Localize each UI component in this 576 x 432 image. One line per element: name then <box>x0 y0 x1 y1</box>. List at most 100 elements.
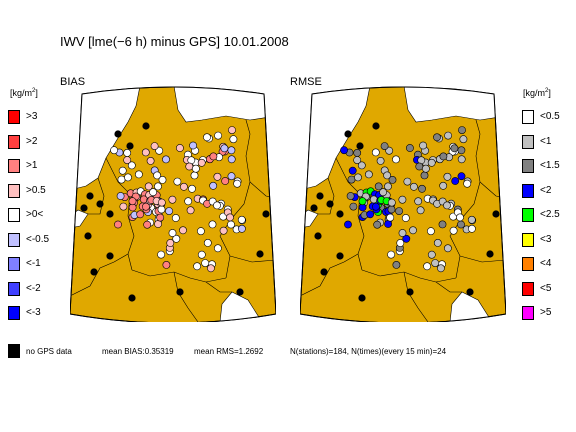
station-marker <box>188 184 196 193</box>
no-gps-marker <box>336 210 344 218</box>
station-marker <box>348 166 357 175</box>
station-marker <box>124 173 132 182</box>
station-marker <box>398 229 407 237</box>
station-marker <box>414 197 423 206</box>
station-marker <box>380 142 389 150</box>
station-marker <box>154 182 162 191</box>
station-marker <box>346 192 355 200</box>
station-marker <box>449 226 458 235</box>
legend-swatch <box>522 183 534 198</box>
bias-stations <box>80 122 270 302</box>
station-marker <box>118 166 127 175</box>
legend-swatch <box>8 232 20 247</box>
legend-label: <2.5 <box>540 209 560 220</box>
legend-label: <2 <box>540 184 552 196</box>
station-marker <box>463 179 472 188</box>
station-marker <box>185 162 194 171</box>
station-marker <box>398 195 407 204</box>
station-marker <box>383 171 391 180</box>
station-marker <box>467 224 476 233</box>
station-marker <box>344 220 352 229</box>
station-marker <box>357 161 366 170</box>
station-marker <box>180 182 188 191</box>
legend-label: <-3 <box>26 307 41 318</box>
no-gps-marker <box>236 288 244 296</box>
station-marker <box>226 213 234 222</box>
station-marker <box>419 141 427 150</box>
station-marker <box>418 184 426 193</box>
station-marker <box>119 202 128 211</box>
legend-label: <-1 <box>26 258 41 269</box>
legend-label: <3 <box>540 233 552 245</box>
bias-unit-label: [kg/m2] <box>10 88 38 98</box>
station-marker <box>410 182 418 191</box>
station-marker <box>387 250 395 259</box>
station-marker <box>179 226 187 235</box>
station-marker <box>467 215 476 224</box>
station-marker <box>354 173 362 182</box>
station-marker <box>209 181 218 190</box>
station-marker <box>384 220 392 228</box>
station-marker <box>416 206 425 215</box>
station-marker <box>385 146 394 155</box>
legend-swatch <box>522 110 534 124</box>
station-marker <box>197 158 206 167</box>
station-marker <box>176 144 184 152</box>
station-marker <box>372 202 380 211</box>
station-marker <box>415 162 424 171</box>
station-marker <box>443 244 452 253</box>
legend-label: >0< <box>26 209 44 220</box>
station-marker <box>431 259 440 267</box>
station-marker <box>136 210 145 219</box>
station-marker <box>439 152 448 161</box>
unit-exp: 2 <box>545 88 549 94</box>
station-marker <box>110 146 118 155</box>
no-gps-marker <box>128 294 136 302</box>
station-marker <box>457 155 466 164</box>
station-marker <box>214 131 222 140</box>
legend-swatch <box>8 110 20 124</box>
station-marker <box>192 164 200 173</box>
no-gps-marker <box>142 122 150 130</box>
no-gps-marker <box>106 210 114 218</box>
unit-base: [kg/m <box>523 88 546 98</box>
legend-label: <1.5 <box>540 160 560 171</box>
station-marker <box>409 226 417 235</box>
no-gps-marker <box>358 294 366 302</box>
legend-label: <-0.5 <box>26 233 50 245</box>
station-marker <box>366 210 375 219</box>
baltic-sea <box>173 87 276 123</box>
no-gps-marker <box>106 252 114 260</box>
station-marker <box>150 142 159 150</box>
bias-map <box>70 86 276 322</box>
station-marker <box>373 220 382 229</box>
station-marker <box>376 157 385 165</box>
station-marker <box>402 234 411 243</box>
no-gps-marker <box>344 130 352 138</box>
adriatic-sea <box>219 291 263 322</box>
bias-panel-label: BIAS <box>60 76 86 88</box>
legend-label: <-2 <box>26 282 41 294</box>
station-marker <box>141 148 150 157</box>
rmse-stations <box>310 122 500 302</box>
legend-label: <1 <box>540 135 552 147</box>
legend-swatch <box>8 134 20 149</box>
rmse-unit-label: [kg/m2] <box>523 88 551 98</box>
station-marker <box>153 171 161 180</box>
station-marker <box>353 149 362 157</box>
station-marker <box>229 135 238 144</box>
rmse-legend: <0.5 <1 <1.5 <2 <2.5 <3 <4 <5 >5 <box>522 110 572 330</box>
station-marker <box>369 195 378 204</box>
no-gps-marker <box>84 232 92 240</box>
station-marker <box>237 215 246 224</box>
station-marker <box>157 250 165 259</box>
station-marker <box>143 220 152 229</box>
station-marker <box>201 259 210 267</box>
legend-swatch <box>522 208 534 222</box>
legend-swatch <box>8 159 20 173</box>
station-marker <box>165 207 173 215</box>
legend-label: <5 <box>540 282 552 294</box>
station-marker <box>459 135 468 144</box>
legend-swatch <box>8 257 20 271</box>
station-marker <box>444 131 452 140</box>
